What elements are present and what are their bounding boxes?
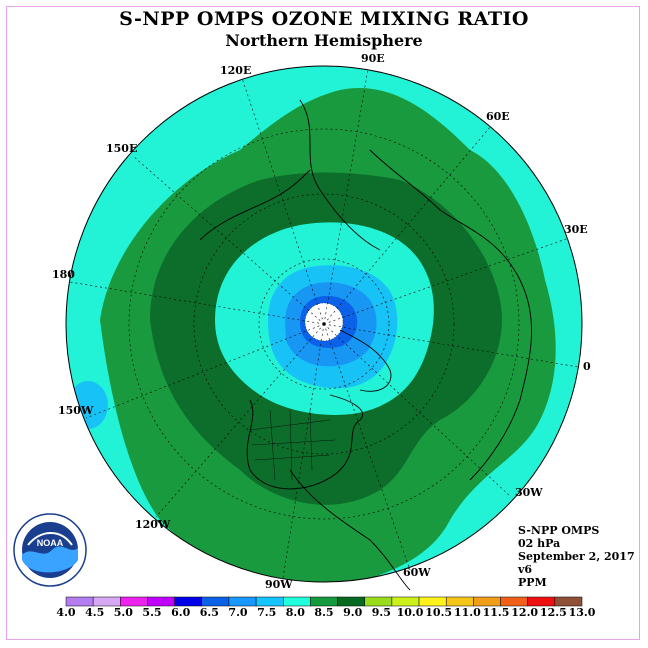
figure-title: S-NPP OMPS OZONE MIXING RATIO [119,8,529,30]
colorbar-tick-label: 8.5 [314,606,334,619]
lon-label-180: 180 [52,268,75,281]
coastlines [199,99,532,591]
lon-label-60e: 60E [486,110,510,123]
colorbar-tick-label: 6.5 [199,606,219,619]
info-level: 02 hPa [518,537,561,550]
colorbar-tick-label: 10.5 [425,606,453,619]
polar-gap [304,302,344,342]
figure-frame [6,6,640,640]
colorbar-tick-label: 13.0 [568,606,596,619]
figure-subtitle: Northern Hemisphere [225,31,423,50]
lon-label-60w: 60W [403,566,431,579]
lon-label-120w: 120W [135,518,171,531]
colorbar-tick-label: 5.5 [142,606,162,619]
colorbar-tick-label: 9.5 [371,606,391,619]
lon-label-30e: 30E [564,223,588,236]
info-units: PPM [518,576,547,589]
lon-label-120e: 120E [220,64,252,77]
colorbar-tick-label: 7.5 [257,606,277,619]
lon-label-90e: 90E [361,52,385,65]
colorbar-tick-label: 11.0 [453,606,481,619]
lon-label-30w: 30W [515,486,543,499]
info-date: September 2, 2017 [518,550,635,563]
colorbar-tick-label: 9.0 [343,606,363,619]
latitude-circles [128,128,520,520]
lon-label-90w: 90W [265,578,293,591]
colorbar-tick-label: 12.5 [539,606,567,619]
colorbar-tick-label: 7.0 [228,606,248,619]
colorbar-tick-label: 5.0 [113,606,133,619]
info-block: S-NPP OMPS 02 hPa September 2, 2017 v6 P… [518,524,635,589]
us-state-lines [249,409,336,481]
colorbar-tick-label: 6.0 [171,606,191,619]
lon-label-150e: 150E [106,142,138,155]
colorbar-tick-label: 4.5 [85,606,105,619]
map-outline [65,65,583,583]
lon-label-0: 0 [583,360,591,373]
colorbar-tick-label: 4.0 [56,606,76,619]
meridians [69,68,579,579]
colorbar-tick-label: 12.0 [511,606,539,619]
colorbar-tick-label: 8.0 [285,606,305,619]
lon-label-150w: 150W [58,404,94,417]
info-version: v6 [518,563,533,576]
info-instrument: S-NPP OMPS [518,524,600,537]
colorbar-tick-label: 10.0 [396,606,424,619]
colorbar-tick-label: 11.5 [482,606,510,619]
